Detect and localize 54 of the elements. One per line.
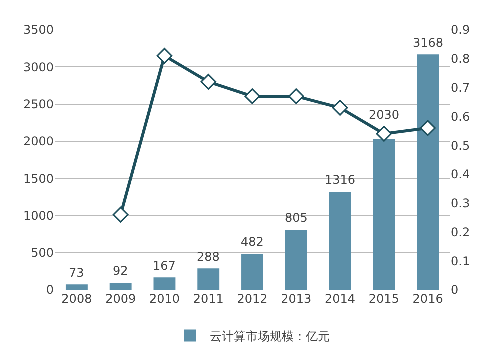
- x-tick-label: 2011: [193, 292, 224, 306]
- point: [112, 206, 129, 223]
- legend-label: 云计算市场规模：亿元: [210, 329, 330, 344]
- y-tick-label: 0: [46, 283, 54, 298]
- data-label: 73: [69, 266, 84, 280]
- bar: [373, 139, 396, 290]
- y2-tick-label: 0.7: [451, 80, 470, 95]
- data-label: 482: [241, 235, 264, 249]
- x-tick-label: 2008: [62, 292, 92, 306]
- y2-tick-label: 0.6: [451, 110, 470, 124]
- bar: [329, 192, 352, 290]
- y-tick-label: 3500: [23, 23, 54, 38]
- y2-tick-label: 0.1: [451, 254, 470, 268]
- y-tick-label: 2500: [23, 97, 54, 112]
- y2-tick-label: 0.4: [451, 168, 470, 182]
- y-tick-label: 2000: [23, 134, 54, 149]
- bar: [417, 54, 440, 290]
- point: [244, 88, 260, 104]
- x-tick-label: 2015: [368, 292, 400, 306]
- y2-tick-label: 0: [451, 283, 459, 298]
- bar: [110, 283, 132, 290]
- y-tick-label: 1500: [23, 172, 54, 186]
- y2-tick-label: 0.2: [451, 225, 470, 240]
- data-label: 1316: [325, 173, 356, 187]
- data-label: 3168: [413, 36, 444, 50]
- bar: [242, 254, 264, 290]
- y2-tick-label: 0.8: [451, 52, 470, 66]
- data-label: 288: [197, 250, 220, 264]
- y2-tick-label: 0.9: [451, 23, 470, 38]
- point: [200, 74, 217, 90]
- point: [156, 48, 173, 64]
- bar: [285, 230, 308, 290]
- point: [420, 120, 436, 136]
- x-tick-label: 2013: [281, 292, 312, 306]
- data-label: 92: [113, 264, 128, 278]
- data-label: 805: [285, 211, 308, 225]
- bar: [66, 284, 88, 290]
- x-tick-label: 2012: [237, 292, 268, 306]
- point: [376, 126, 392, 142]
- data-label: 2030: [369, 108, 400, 122]
- y-tick-label: 1000: [23, 208, 54, 223]
- y2-tick-label: 0.3: [451, 196, 470, 211]
- bar: [154, 278, 176, 290]
- x-tick-label: 2016: [412, 292, 444, 306]
- x-tick-label: 2009: [106, 292, 136, 306]
- point: [288, 88, 304, 104]
- x-tick-label: 2010: [149, 292, 180, 306]
- x-tick-label: 2014: [325, 292, 356, 306]
- y-tick-label: 3000: [23, 60, 54, 74]
- bar: [198, 268, 220, 290]
- y2-tick-label: 0.5: [451, 138, 470, 153]
- data-label: 167: [153, 259, 176, 273]
- point: [332, 100, 348, 116]
- y-tick-label: 500: [31, 246, 54, 260]
